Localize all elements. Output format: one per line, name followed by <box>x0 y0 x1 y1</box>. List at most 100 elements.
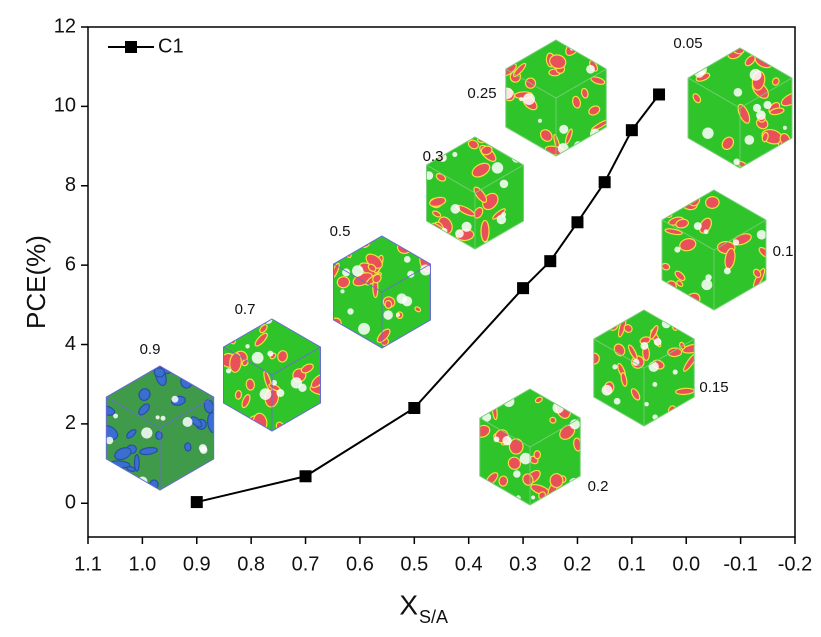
cube-blob <box>667 347 683 358</box>
cube-blob <box>580 87 589 99</box>
cube-hole <box>340 289 345 294</box>
cube-hole <box>403 256 411 263</box>
cube-blob <box>184 442 192 452</box>
cube-hole <box>424 333 431 339</box>
cube-hole <box>502 435 512 446</box>
cube-hole <box>493 436 500 443</box>
cube-blob <box>769 107 785 116</box>
cube-blob <box>473 186 488 203</box>
cube-hole <box>693 222 702 231</box>
cube-blob <box>300 363 314 374</box>
cube-blob <box>114 366 136 381</box>
cube-blob <box>649 325 659 340</box>
cube-hole <box>703 229 709 235</box>
cube-hole <box>452 151 458 158</box>
cube-blob <box>507 456 522 470</box>
cube-hole <box>299 425 311 431</box>
cube-hole <box>653 338 662 346</box>
cube-blob <box>533 450 542 460</box>
cube-hole <box>383 310 393 320</box>
cube-blob <box>758 246 766 258</box>
cube-blob <box>358 344 366 348</box>
cube-blob <box>139 446 158 456</box>
cube-blob <box>779 62 792 70</box>
cube-blob <box>190 416 203 428</box>
cube-hole <box>701 279 713 291</box>
cube-hole <box>723 267 731 275</box>
cube-label: 0.7 <box>235 301 256 318</box>
cube-blob <box>593 321 605 334</box>
cube-hole <box>519 452 532 465</box>
y-tick-label: 10 <box>54 95 76 117</box>
cube-hole <box>743 198 748 203</box>
cube-hole <box>733 239 740 246</box>
cube-hole <box>674 246 681 253</box>
cube-hole <box>271 379 277 386</box>
cube-hole <box>756 230 766 240</box>
cube-blob <box>414 306 422 313</box>
cube-hole <box>531 495 536 500</box>
cube-blob <box>761 131 769 143</box>
data-point <box>653 88 666 101</box>
cube-hole <box>590 40 600 51</box>
cube-hole <box>171 395 179 403</box>
cube-label: 0.25 <box>467 85 496 102</box>
cube-hole <box>733 88 743 97</box>
cube-blob <box>126 428 137 439</box>
cube-hole <box>160 415 166 421</box>
cube-hole <box>613 397 621 405</box>
cube-hole <box>486 484 498 496</box>
cube-blob <box>534 396 543 404</box>
cube-blob <box>138 388 151 402</box>
cube-hole <box>676 297 687 307</box>
cube-blob <box>234 389 243 400</box>
cube-label: 0.1 <box>773 243 794 260</box>
cube-blob <box>245 378 255 391</box>
cube-hole <box>505 87 514 100</box>
cube-hole <box>461 221 472 232</box>
cube-blob <box>771 77 780 86</box>
cube-blob <box>300 319 312 330</box>
cube-blob <box>780 53 792 68</box>
cube-blob <box>376 328 391 343</box>
cube-blob <box>310 374 321 389</box>
cube-blob <box>686 411 695 426</box>
y-tick-label: 8 <box>65 174 76 196</box>
cube-hole <box>112 472 117 478</box>
cube-hole <box>733 158 741 166</box>
cube-blob <box>126 466 136 472</box>
cube-blob <box>620 371 628 387</box>
legend-marker <box>125 41 137 53</box>
x-tick-label: 0.1 <box>618 553 646 575</box>
y-axis-label: PCE(%) <box>21 235 51 329</box>
cube-blob <box>692 93 702 104</box>
cube-hole <box>662 285 669 295</box>
cube-blob <box>572 95 582 109</box>
cube-hole <box>523 93 535 106</box>
x-tick-label: 0.4 <box>455 553 483 575</box>
cube-blob <box>138 403 150 416</box>
cube-blob <box>480 219 490 243</box>
cube-blob <box>411 242 419 251</box>
cube-blob <box>336 276 351 289</box>
x-tick-label: 0.6 <box>346 553 374 575</box>
cube-blob <box>367 263 377 272</box>
cube-hole <box>491 162 504 174</box>
cube <box>505 40 607 156</box>
x-tick-label: 0.8 <box>237 553 265 575</box>
cube-hole <box>499 179 509 189</box>
x-tick-label: -0.1 <box>723 553 757 575</box>
cube-label: 0.9 <box>140 341 161 358</box>
cube-blob <box>343 246 352 259</box>
cube-blob <box>516 137 524 157</box>
cube-hole <box>155 415 160 420</box>
cube-blob <box>599 57 607 65</box>
cube-hole <box>206 472 214 480</box>
legend-label: C1 <box>158 35 184 57</box>
cube-label: 0.05 <box>673 35 702 52</box>
cube-label: 0.5 <box>330 223 351 240</box>
cube-blob <box>106 424 119 441</box>
cube-hole <box>690 151 696 157</box>
cube-blob <box>705 196 720 209</box>
